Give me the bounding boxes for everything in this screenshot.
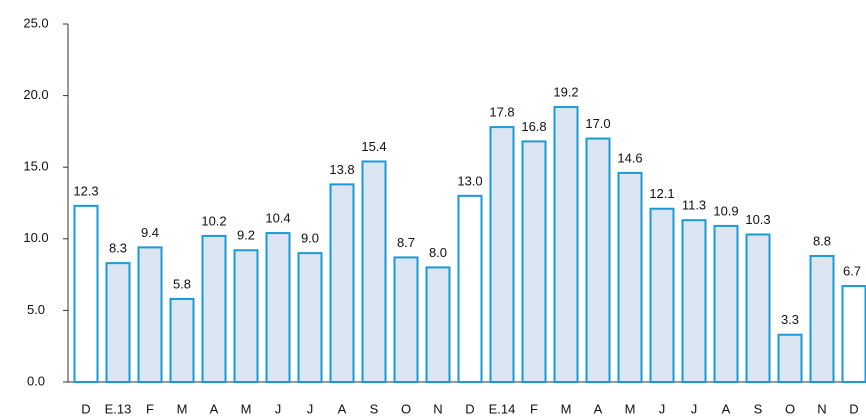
value-label: 8.3 [109, 241, 127, 256]
bar [489, 126, 515, 383]
x-tick-label: D [81, 401, 90, 416]
value-label: 17.8 [489, 105, 514, 120]
bar [233, 249, 259, 383]
value-label: 6.7 [843, 263, 861, 278]
bar [681, 219, 707, 383]
value-label: 10.9 [713, 203, 738, 218]
y-tick-label: 10.0 [23, 230, 48, 245]
bar [841, 285, 866, 383]
bar [617, 171, 643, 383]
x-tick-label: A [594, 401, 603, 416]
value-label: 10.2 [201, 213, 226, 228]
bar [393, 256, 419, 383]
bar [553, 106, 579, 383]
bar [457, 194, 483, 383]
bar [809, 254, 835, 383]
value-label: 17.0 [585, 116, 610, 131]
bar [329, 183, 355, 383]
bar [361, 160, 387, 383]
bar [73, 204, 99, 383]
value-label: 8.7 [397, 235, 415, 250]
value-label: 9.4 [141, 225, 159, 240]
value-label: 11.3 [682, 198, 706, 213]
x-tick-label: J [691, 401, 698, 416]
value-label: 10.4 [265, 211, 290, 226]
x-tick-label: A [210, 401, 219, 416]
x-tick-label: J [659, 401, 666, 416]
x-tick-label: J [275, 401, 282, 416]
bar [201, 234, 227, 383]
value-label: 12.3 [73, 183, 98, 198]
bar [297, 252, 323, 383]
x-tick-label: E.13 [105, 401, 132, 416]
value-label: 8.8 [813, 233, 831, 248]
x-tick-label: F [146, 401, 154, 416]
bar [713, 224, 739, 383]
value-label: 19.2 [553, 84, 578, 99]
value-label: 14.6 [617, 150, 642, 165]
y-tick-label: 5.0 [27, 302, 45, 317]
value-label: 8.0 [429, 245, 447, 260]
y-tick-label: 0.0 [27, 373, 45, 388]
x-tick-label: M [177, 401, 188, 416]
x-tick-label: M [625, 401, 636, 416]
x-tick-label: D [465, 401, 474, 416]
x-tick-label: S [370, 401, 379, 416]
bar [649, 207, 675, 383]
y-tick-label: 25.0 [23, 15, 48, 30]
x-tick-label: E.14 [489, 401, 516, 416]
value-label: 15.4 [361, 139, 386, 154]
value-label: 13.8 [329, 162, 354, 177]
value-label: 9.0 [301, 231, 319, 246]
bar [425, 266, 451, 383]
x-tick-label: N [433, 401, 442, 416]
value-label: 10.3 [745, 212, 770, 227]
bar [105, 262, 131, 384]
bar [745, 233, 771, 383]
value-label: 16.8 [521, 119, 546, 134]
x-tick-label: D [849, 401, 858, 416]
value-label: 12.1 [649, 186, 674, 201]
value-label: 9.2 [237, 228, 255, 243]
x-tick-label: F [530, 401, 538, 416]
x-tick-label: M [561, 401, 572, 416]
value-label: 5.8 [173, 276, 191, 291]
bar [169, 297, 195, 383]
value-label: 13.0 [457, 173, 482, 188]
y-tick-label: 20.0 [23, 87, 48, 102]
bar [777, 333, 803, 383]
x-tick-label: O [401, 401, 411, 416]
value-label: 3.3 [781, 312, 799, 327]
bar [265, 232, 291, 383]
x-tick-label: S [754, 401, 763, 416]
x-tick-label: A [722, 401, 731, 416]
x-tick-label: M [241, 401, 252, 416]
bar [521, 140, 547, 383]
bar [137, 246, 163, 383]
bar [585, 137, 611, 383]
x-tick-label: A [338, 401, 347, 416]
y-tick-label: 15.0 [23, 159, 48, 174]
x-tick-label: J [307, 401, 314, 416]
x-tick-label: O [785, 401, 795, 416]
x-tick-label: N [817, 401, 826, 416]
